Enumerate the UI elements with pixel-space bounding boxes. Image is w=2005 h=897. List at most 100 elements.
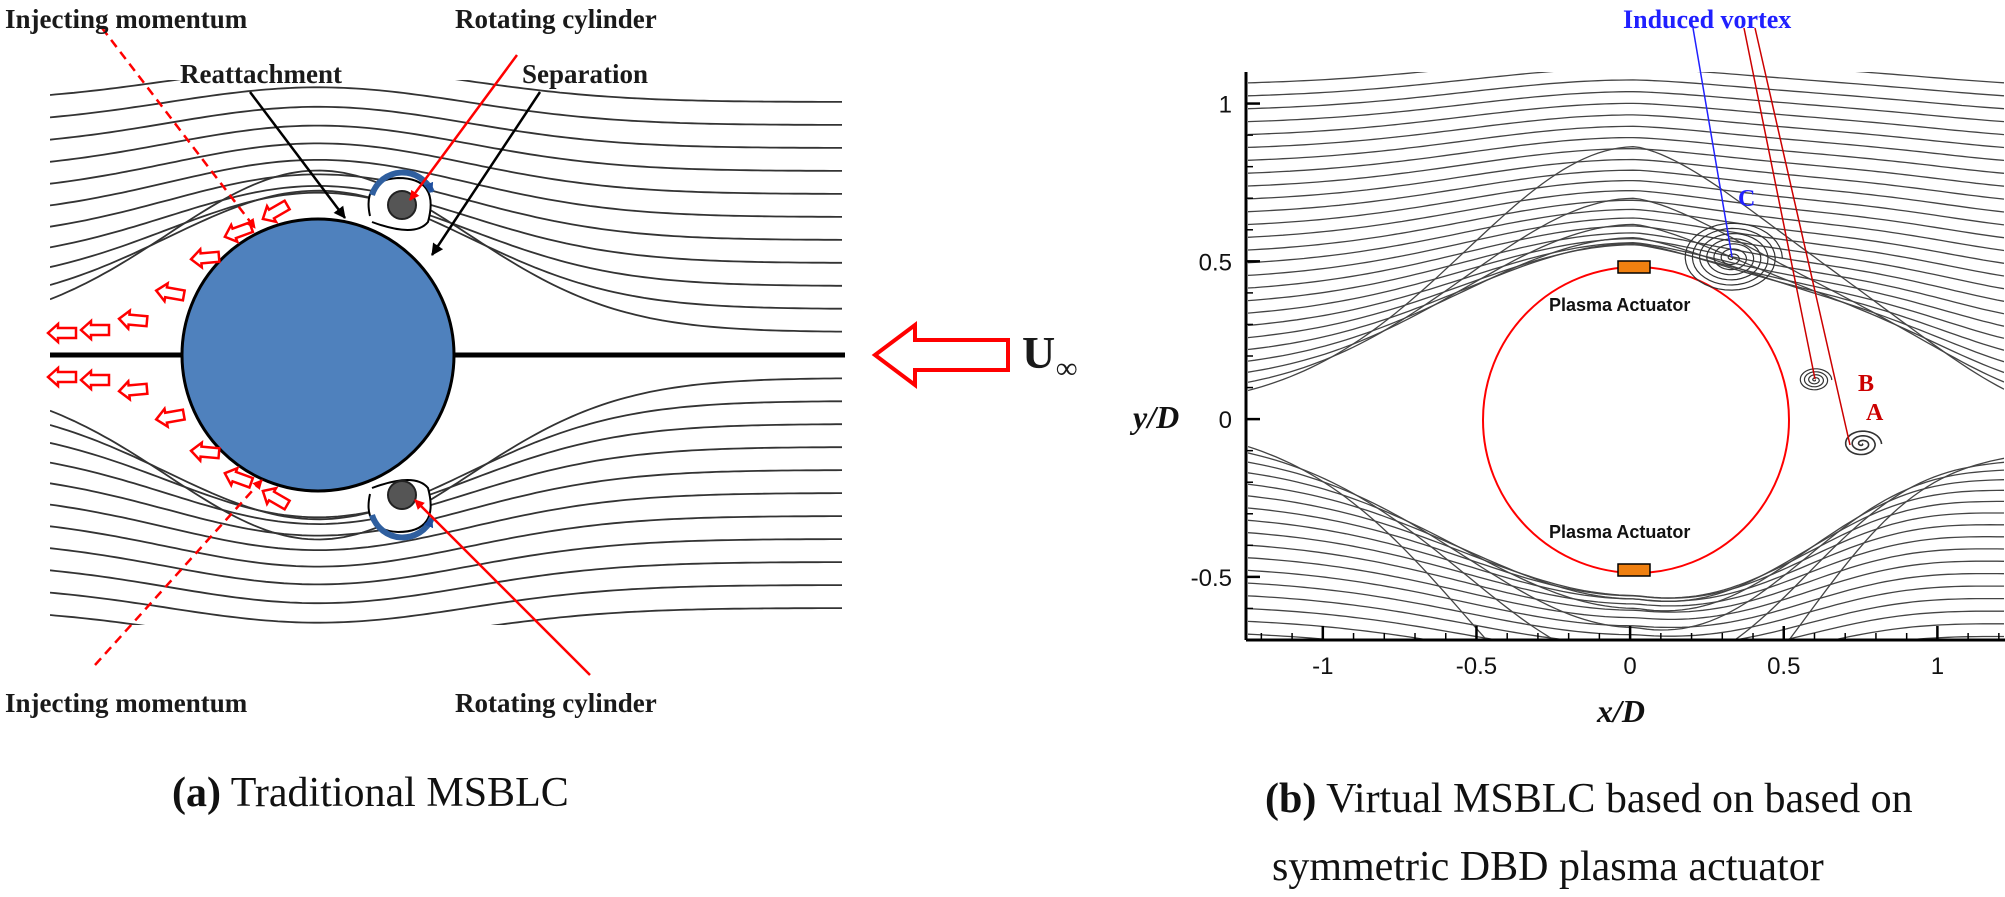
label-a: A (1866, 400, 1884, 426)
leader-vortex-b (1743, 27, 1816, 380)
streamline (50, 159, 842, 218)
label-freestream-sub: ∞ (1056, 352, 1077, 385)
x-tick-label: 0 (1623, 653, 1636, 680)
rotating-cylinder-top (367, 169, 435, 231)
y-tick-label: 1 (1219, 92, 1232, 119)
streamline (50, 515, 842, 568)
separation-leader (430, 91, 542, 256)
streamline (1248, 189, 2004, 239)
streamline (1248, 91, 2004, 123)
streamline (50, 124, 842, 172)
streamline (1248, 242, 2004, 351)
momentum-arrow (189, 439, 221, 464)
y-axis-title: y/D (1129, 399, 1179, 435)
streamline (1248, 136, 2004, 174)
streamline (1248, 223, 2004, 374)
streamline (1248, 452, 2004, 640)
axis-ticks: -1 -0.5 0 0.5 1 1 0.5 0 -0.5 (1191, 92, 2000, 680)
vortex-spiral (1799, 368, 1833, 391)
streamline (1248, 569, 2004, 629)
label-injecting-top: Injecting momentum (5, 4, 248, 34)
streamline (50, 47, 842, 79)
streamline (50, 538, 842, 586)
streamline (1248, 225, 2004, 290)
streamline (50, 400, 842, 521)
momentum-arrow (154, 405, 187, 430)
streamline (50, 184, 842, 264)
streamline (50, 105, 842, 149)
streamline (1248, 532, 2004, 607)
streamline (1248, 79, 2004, 110)
streamlines-b (1248, 72, 2004, 640)
vortex-b (1799, 368, 1833, 391)
streamline (50, 86, 842, 126)
caption-a-letter: (a) (172, 770, 221, 816)
momentum-arrow (117, 307, 149, 332)
panel-a-diagram: Injecting momentum Rotating cylinder Rea… (5, 4, 1077, 816)
freestream-arrow (871, 321, 1010, 389)
label-injecting-bottom: Injecting momentum (5, 688, 248, 718)
streamline (1248, 557, 2004, 621)
plasma-actuator-bottom (1617, 563, 1651, 577)
streamline (1248, 197, 2004, 383)
x-tick-label: -1 (1312, 653, 1333, 680)
streamline (1248, 208, 2004, 264)
streamline (1248, 507, 2004, 599)
label-freestream-u: U (1022, 327, 1055, 378)
streamline (1248, 158, 2004, 200)
rotating-cylinder-bottom (367, 479, 435, 541)
y-tick-label: 0.5 (1199, 249, 1232, 276)
caption-a: (a) Traditional MSBLC (172, 770, 569, 816)
streamline (1248, 461, 2004, 631)
streamline (1248, 544, 2004, 613)
rotating-bottom-leader (414, 499, 591, 676)
streamline (1248, 169, 2004, 213)
label-b: B (1858, 371, 1874, 397)
streamline (1248, 242, 2004, 327)
momentum-arrow (79, 368, 111, 392)
caption-a-text: Traditional MSBLC (221, 770, 569, 816)
streamline (1248, 102, 2004, 136)
vortex-c (1684, 222, 1783, 291)
streamline (50, 173, 843, 241)
rotating-top-leader (408, 54, 519, 201)
streamline (1248, 147, 2004, 187)
momentum-arrow (261, 198, 292, 224)
x-tick-label: -0.5 (1456, 653, 1497, 680)
label-c: C (1738, 186, 1755, 212)
streamline (50, 561, 842, 605)
streamline (50, 423, 842, 519)
streamline (50, 80, 842, 103)
momentum-arrow (189, 246, 221, 271)
momentum-arrow (79, 318, 111, 342)
caption-b-letter: (b) (1265, 776, 1316, 822)
streamline (50, 631, 842, 663)
streamline (50, 191, 842, 287)
streamline (1248, 620, 2004, 640)
momentum-arrow (46, 365, 78, 389)
streamline (1248, 217, 2004, 277)
label-actuator-bottom: Plasma Actuator (1549, 522, 1690, 542)
streamline (50, 492, 842, 551)
y-tick-label: -0.5 (1191, 565, 1232, 592)
streamline (50, 607, 842, 625)
streamline (50, 142, 842, 195)
vortex-a (1844, 430, 1883, 456)
streamlines-a (50, 47, 843, 663)
streamline (1248, 72, 2004, 97)
panel-b-plot: Plasma Actuator Plasma Actuator Induced … (1129, 5, 2005, 890)
streamline (50, 469, 843, 537)
plasma-actuator-top (1617, 260, 1651, 274)
vortex-spiral (1684, 222, 1783, 291)
momentum-arrow (46, 321, 78, 345)
label-rotating-top: Rotating cylinder (455, 4, 657, 34)
reattachment-leader (249, 91, 346, 219)
caption-b-text1: Virtual MSBLC based on based on (1316, 776, 1912, 822)
streamline (1248, 519, 2004, 602)
label-rotating-bottom: Rotating cylinder (455, 688, 657, 718)
caption-b-line2: symmetric DBD plasma actuator (1272, 844, 1824, 890)
label-separation: Separation (522, 59, 648, 89)
injecting-bottom-leader (94, 479, 263, 666)
momentum-arrow (261, 486, 292, 512)
momentum-arrow (117, 378, 149, 403)
